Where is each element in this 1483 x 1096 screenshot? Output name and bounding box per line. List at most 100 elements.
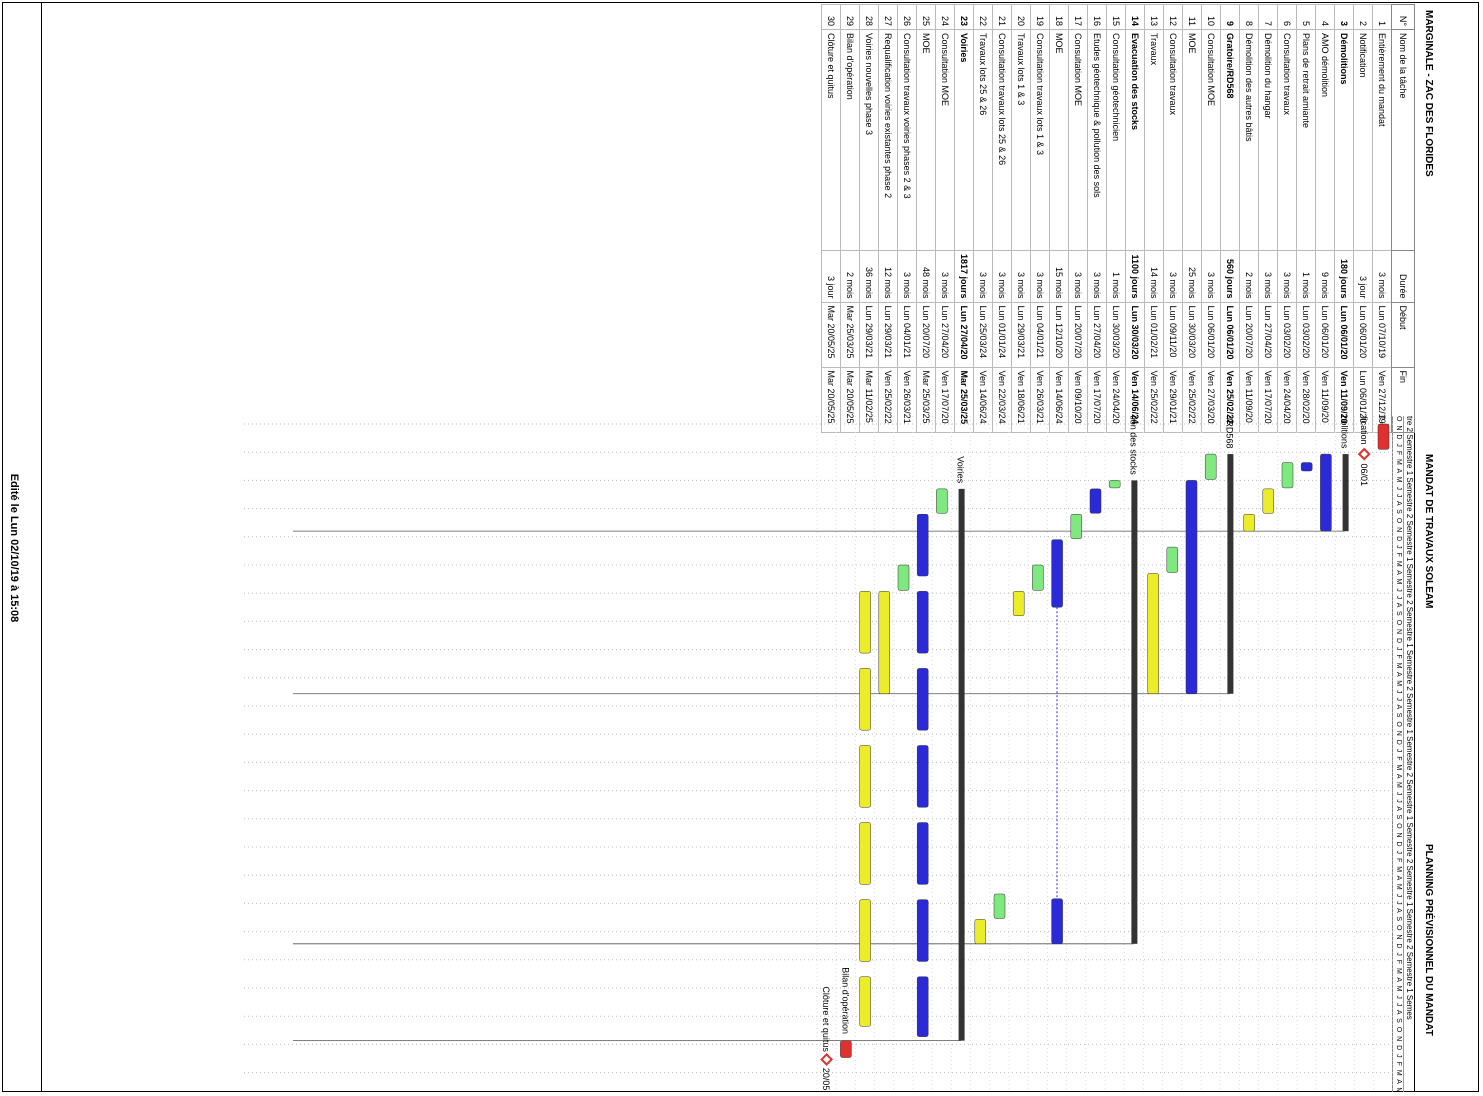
task-name-cell: Voiries [954,29,974,251]
task-name-cell: AMO démolition [1315,29,1335,251]
col-start-header: Début [1391,302,1415,368]
task-row: 9 Gratoire/RD568 560 jours Lun 06/01/20 Ven … [1220,4,1240,433]
gantt-bars: Entièrement du mandat Notification 06/01 Dé… [243,416,1393,1092]
task-id-cell: 28 [859,4,879,30]
task-id-cell: 17 [1068,4,1088,30]
task-row: 11 MOE 25 mois Lun 30/03/20 Ven 25/02/22 [1182,4,1202,433]
task-row: 23 Voiries 1817 jours Lun 27/04/20 Mar 25/03… [954,4,974,433]
bar-label-notification: Notification [1359,416,1369,445]
task-bar-segment [859,976,871,1027]
task-bar [974,919,987,945]
task-id-cell: 22 [973,4,993,30]
task-start-cell: Lun 04/01/21 [897,302,917,368]
task-duration-cell: 48 mois [916,250,936,303]
task-table: N° Nom de la tâche Durée Début Fin 1 Enti… [821,4,1415,433]
task-start-cell: Lun 27/04/20 [1087,302,1107,368]
task-bar [1377,423,1390,450]
task-bar [1166,546,1179,573]
task-id-cell: 9 [1220,4,1240,30]
task-start-cell: Lun 06/01/20 [1353,302,1373,368]
task-start-cell: Lun 07/10/19 [1372,302,1392,368]
task-id-cell: 18 [1049,4,1069,30]
task-id-cell: 5 [1296,4,1316,30]
task-bar [1262,488,1275,514]
task-bar-segment [916,899,929,962]
task-name-cell: Evacuation des stocks [1125,29,1145,251]
bar-label-gratoire: Gratoire/RD568 [1224,416,1234,448]
task-duration-cell: 3 mois [992,250,1012,303]
title-bar: MARGINALE - ZAC DES FLORIDES MANDAT DE T… [1414,4,1441,1092]
task-row: 21 Consultation travaux lots 25 & 26 3 moi… [992,4,1012,433]
task-bar-segment [859,822,871,885]
task-start-cell: Lun 20/07/20 [916,302,936,368]
task-bar [1281,462,1294,489]
task-duration-cell: 3 mois [1087,250,1107,303]
task-bar [1032,564,1044,591]
task-id-cell: 6 [1277,4,1297,30]
task-duration-cell: 3 mois [1201,250,1221,303]
task-duration-cell: 1817 jours [954,250,974,303]
task-name-cell: Travaux [1144,29,1164,251]
task-name-cell: Clôture et quitus [821,29,841,251]
task-row: 14 Evacuation des stocks 1100 jours Lun 30/… [1125,4,1145,433]
task-bar [993,893,1006,919]
task-bar [1204,453,1217,480]
task-bar [878,591,891,695]
planning-sheet: MARGINALE - ZAC DES FLORIDES MANDAT DE T… [241,4,1441,1092]
task-id-cell: 7 [1258,4,1278,30]
task-duration-cell: 3 mois [1030,250,1050,303]
task-start-cell: Lun 20/07/20 [1239,302,1259,368]
task-name-cell: Consultation travaux [1277,29,1297,251]
task-start-cell: Lun 12/10/20 [1049,302,1069,368]
task-bar-segment [916,591,929,654]
col-name-header: Nom de la tâche [1391,29,1415,251]
task-name-cell: Entièrement du mandat [1372,29,1392,251]
edited-date-text: Edité le Lun 02/10/19 à 15:08 [8,473,20,623]
task-duration-cell: 3 mois [1372,250,1392,303]
task-start-cell: Lun 03/02/20 [1277,302,1297,368]
task-row: 16 Etudes géotechnique & pollution des so… [1087,4,1107,433]
task-bar [1070,513,1083,539]
task-start-cell: Lun 29/03/21 [1011,302,1031,368]
task-id-cell: 14 [1125,4,1145,30]
task-name-cell: Gratoire/RD568 [1220,29,1240,251]
mandate-title: MANDAT DE TRAVAUX SOLEAM [1423,454,1434,609]
summary-bar [1131,480,1138,944]
task-name-cell: Consultation travaux [1163,29,1183,251]
task-name-cell: Consultation travaux voiries phases 2 & … [897,29,917,251]
task-start-cell: Lun 30/03/20 [1182,302,1202,368]
task-duration-cell: 1100 jours [1125,250,1145,303]
project-name: MARGINALE - ZAC DES FLORIDES [1423,10,1434,177]
task-bar-segment [916,513,929,577]
task-row: 30 Clôture et quitus 3 jour Mar 20/05/25 Mar… [821,4,841,433]
task-id-cell: 2 [1353,4,1373,30]
task-id-cell: 23 [954,4,974,30]
task-table-header: N° Nom de la tâche Durée Début Fin [1391,4,1415,433]
summary-bar [958,488,965,1041]
task-start-cell: Lun 03/02/20 [1296,302,1316,368]
task-row: 17 Consultation MOE 3 mois Lun 20/07/20 Ven … [1068,4,1088,433]
task-id-cell: 3 [1334,4,1354,30]
task-name-cell: Bilan d'opération [840,29,860,251]
task-name-cell: Requalification voiries existantes phase… [878,29,898,251]
task-name-cell: Voiries nouvelles phase 3 [859,29,879,251]
task-duration-cell: 2 mois [1239,250,1259,303]
task-name-cell: Notification [1353,29,1373,251]
task-bar [897,564,910,591]
task-start-cell: Lun 20/07/20 [1068,302,1088,368]
task-row: 29 Bilan d'opération 2 mois Mar 25/03/25 Mar… [840,4,860,433]
task-name-cell: Etudes géotechnique & pollution des sols [1087,29,1107,251]
task-row: 10 Consultation MOE 3 mois Lun 06/01/20 Ven … [1201,4,1221,433]
task-name-cell: Consultation MOE [1201,29,1221,251]
task-id-cell: 20 [1011,4,1031,30]
gantt-timescale: tre 2 Semestre 1 Semestre 2 Semestre 1 S… [1392,416,1415,1092]
task-duration-cell: 3 mois [1163,250,1183,303]
task-name-cell: MOE [1182,29,1202,251]
task-row: 18 MOE 15 mois Lun 12/10/20 Ven 14/06/24 [1049,4,1069,433]
task-duration-cell: 15 mois [1049,250,1069,303]
task-id-cell: 10 [1201,4,1221,30]
summary-bar [1342,454,1349,532]
task-bar [1089,488,1102,514]
